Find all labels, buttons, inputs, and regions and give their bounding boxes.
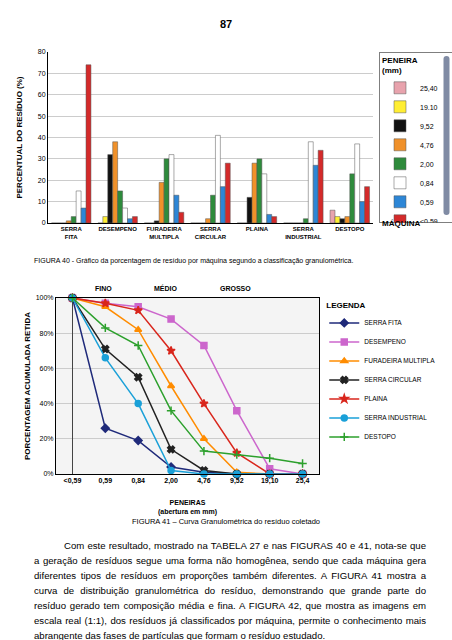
svg-text:GROSSO: GROSSO (220, 285, 251, 292)
svg-text:9,52: 9,52 (230, 477, 244, 485)
svg-text:0,59: 0,59 (98, 477, 112, 485)
svg-text:PORCENTAGEM ACUMULADA RETIDA: PORCENTAGEM ACUMULADA RETIDA (23, 312, 32, 460)
svg-text:DESEMPENO: DESEMPENO (364, 338, 406, 345)
svg-text:DESEMPENO: DESEMPENO (98, 226, 137, 232)
svg-text:19.10: 19.10 (420, 104, 438, 111)
svg-text:DESTOPO: DESTOPO (335, 226, 365, 232)
html-text:87: 87 (219, 18, 233, 30)
svg-text:PENEIRA(mm): PENEIRA(mm) (382, 56, 418, 75)
html-text:Com este resultado, mostrado n: Com este resultado, mostrado na TABELA 2… (34, 540, 426, 640)
html-text:FIGURA 41 – Curva Granulométri: FIGURA 41 – Curva Granulométrica do resí… (132, 517, 320, 526)
svg-text:PLAINA: PLAINA (246, 226, 269, 232)
svg-text:2,00: 2,00 (164, 477, 178, 485)
svg-text:MÉDIO: MÉDIO (154, 284, 178, 292)
svg-text:PERCENTUAL DO RESÍDUO (%): PERCENTUAL DO RESÍDUO (%) (15, 76, 24, 198)
svg-text:SERRA INDUSTRIAL: SERRA INDUSTRIAL (364, 414, 427, 421)
svg-text:0,59: 0,59 (420, 199, 434, 206)
svg-text:40: 40 (38, 134, 46, 141)
svg-text:50: 50 (38, 113, 46, 120)
svg-text:<0,59: <0,59 (420, 218, 438, 223)
svg-text:100%: 100% (36, 294, 54, 301)
svg-text:20: 20 (38, 177, 46, 184)
svg-text:60%: 60% (40, 365, 54, 372)
svg-text:70: 70 (38, 70, 46, 77)
svg-text:FURADEIRAMULTIPLA: FURADEIRAMULTIPLA (146, 226, 182, 240)
svg-text:0%: 0% (43, 470, 53, 477)
svg-text:0: 0 (42, 219, 46, 226)
svg-text:SERRA CIRCULAR: SERRA CIRCULAR (364, 376, 421, 383)
svg-text:PENEIRAS(abertura em mm): PENEIRAS(abertura em mm) (158, 499, 217, 516)
html-text:FIGURA 40 - Gráfico da porcent: FIGURA 40 - Gráfico da porcentagem de re… (34, 257, 354, 264)
svg-text:LEGENDA: LEGENDA (326, 301, 365, 310)
svg-text:SERRA FITA: SERRA FITA (364, 319, 402, 326)
svg-text:10: 10 (38, 198, 46, 205)
svg-text:0,84: 0,84 (131, 477, 145, 485)
svg-text:DESTOPO: DESTOPO (364, 433, 396, 440)
svg-text:40%: 40% (40, 400, 54, 407)
svg-text:FURADEIRA MULTIPLA: FURADEIRA MULTIPLA (364, 357, 435, 364)
svg-text:4,76: 4,76 (197, 477, 211, 485)
svg-text:SERRAINDUSTRIAL: SERRAINDUSTRIAL (285, 226, 322, 240)
svg-text:PLAINA: PLAINA (364, 395, 388, 402)
svg-text:<0,59: <0,59 (64, 477, 82, 485)
svg-text:19,10: 19,10 (261, 477, 279, 485)
svg-text:60: 60 (38, 91, 46, 98)
svg-text:80%: 80% (40, 330, 54, 337)
svg-text:25,40: 25,40 (420, 85, 438, 92)
svg-text:SERRAFITA: SERRAFITA (61, 226, 83, 240)
svg-text:SERRACIRCULAR: SERRACIRCULAR (195, 226, 227, 240)
svg-text:MÁQUINA: MÁQUINA (382, 219, 420, 228)
svg-text:30: 30 (38, 155, 46, 162)
svg-text:20%: 20% (40, 435, 54, 442)
svg-text:0,84: 0,84 (420, 180, 434, 187)
svg-text:80: 80 (38, 48, 46, 55)
svg-text:25,4: 25,4 (296, 477, 310, 485)
svg-text:2,00: 2,00 (420, 161, 434, 168)
svg-text:4,76: 4,76 (420, 142, 434, 149)
svg-text:FINO: FINO (95, 285, 112, 292)
svg-text:9,52: 9,52 (420, 123, 434, 130)
